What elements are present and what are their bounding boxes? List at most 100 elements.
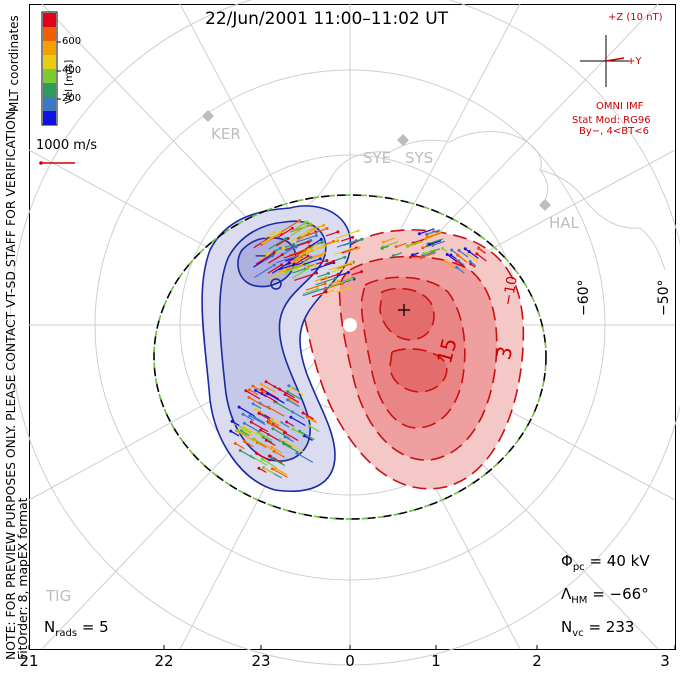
velocity-vector [284, 394, 300, 403]
velocity-vector-origin [350, 277, 354, 281]
velocity-vector-origin [264, 380, 268, 384]
velocity-vector [444, 260, 455, 269]
stat-n-vc: Nvc = 233 [561, 618, 634, 639]
velocity-vector-origin [286, 390, 290, 394]
velocity-vector-origin [325, 259, 329, 263]
station-marker-KER [202, 110, 214, 122]
velocity-vector [290, 387, 304, 396]
velocity-vector-origin [233, 442, 237, 446]
velocity-vector [457, 254, 468, 263]
velocity-vector-origin [270, 416, 274, 420]
velocity-vector-origin [290, 226, 294, 230]
imf-scale-label: +Z (10 nT) [608, 12, 663, 23]
velocity-vector-origin [251, 402, 255, 406]
velocity-vector [265, 439, 276, 446]
velocity-vector [432, 240, 446, 246]
velocity-vector [285, 441, 304, 453]
velocity-vector [426, 229, 441, 235]
velocity-vector [420, 252, 437, 259]
velocity-vector-origin [308, 424, 312, 428]
reference-vector-label: 1000 m/s [36, 138, 98, 153]
velocity-vector [261, 458, 275, 467]
velocity-vector [284, 266, 297, 274]
velocity-vector [322, 282, 343, 291]
velocity-vector-origin [313, 263, 317, 267]
velocity-vector [291, 250, 313, 264]
velocity-vector-origin [272, 251, 276, 255]
velocity-vector [274, 401, 293, 413]
imf-vector [605, 57, 625, 62]
velocity-vector-origin [294, 265, 298, 269]
velocity-vector-origin [457, 259, 461, 263]
velocity-vector [255, 389, 267, 398]
velocity-vector-origin [238, 448, 242, 452]
velocity-vector [277, 227, 293, 238]
velocity-vector [322, 240, 338, 247]
velocity-vector [269, 269, 285, 280]
stat-symbol: Λ [561, 585, 572, 603]
imf-condition-label: By−, 4<BT<6 [579, 126, 649, 137]
velocity-vector [249, 415, 266, 426]
station-label-HAL: HAL [549, 214, 579, 232]
velocity-vector [456, 266, 465, 274]
velocity-vector [429, 240, 442, 246]
velocity-vector-origin [303, 249, 307, 253]
velocity-vector [268, 238, 286, 250]
velocity-vector [267, 264, 282, 274]
velocity-vector-origin [381, 240, 385, 244]
velocity-vector [256, 452, 271, 462]
stat-value: = 233 [588, 618, 635, 636]
stat-subscript: HM [571, 595, 588, 606]
velocity-vector-origin [271, 427, 275, 431]
velocity-vector-origin [278, 246, 282, 250]
velocity-vector [272, 428, 291, 439]
velocity-vector [320, 273, 339, 281]
velocity-vector-origin [287, 384, 291, 388]
velocity-vector [294, 255, 309, 265]
velocity-vector-origin [309, 238, 313, 242]
velocity-vector-origin [280, 253, 284, 257]
velocity-vector-origin [354, 239, 358, 243]
velocity-vector-origin [360, 237, 364, 241]
velocity-vector [325, 231, 339, 237]
velocity-vector [324, 260, 334, 266]
velocity-vector [303, 258, 321, 266]
velocity-vector-origin [254, 407, 258, 411]
colorbar-cell [43, 69, 56, 84]
velocity-vector [237, 429, 248, 437]
potential-max-marker [398, 304, 410, 316]
velocity-vector [308, 227, 328, 236]
colorbar-cell [43, 27, 56, 42]
velocity-vector [295, 234, 317, 243]
velocity-vector-origin [336, 230, 340, 234]
mlt-tick-label: 23 [251, 652, 271, 670]
velocity-vector [287, 391, 302, 400]
velocity-vector-origin [421, 254, 425, 258]
velocity-vector [294, 249, 310, 261]
velocity-vector-origin [242, 425, 246, 429]
velocity-vector [344, 247, 359, 254]
velocity-vector [292, 268, 306, 274]
station-label-TIG: TIG [46, 587, 72, 605]
velocity-vector [249, 389, 259, 396]
velocity-vector [258, 412, 269, 420]
velocity-vector-origin [266, 405, 270, 409]
velocity-vector [301, 256, 312, 264]
velocity-vector-origin [244, 389, 248, 393]
station-marker-SYE [397, 134, 409, 146]
velocity-vector-origin [306, 266, 310, 270]
velocity-vector-origin [326, 271, 330, 275]
velocity-vector [244, 441, 254, 447]
velocity-vector-origin [266, 252, 270, 256]
mlt-tick-label: 3 [660, 652, 670, 670]
velocity-vector [296, 228, 315, 241]
velocity-vector [309, 224, 324, 231]
velocity-vector-origin [291, 410, 295, 414]
velocity-vector-origin [270, 467, 274, 471]
velocity-vector-origin [242, 421, 246, 425]
velocity-vector-origin [337, 279, 341, 283]
velocity-vector-origin [475, 252, 479, 256]
velocity-vector-origin [449, 253, 453, 257]
velocity-vector-origin [340, 267, 344, 271]
velocity-vector [289, 398, 299, 405]
